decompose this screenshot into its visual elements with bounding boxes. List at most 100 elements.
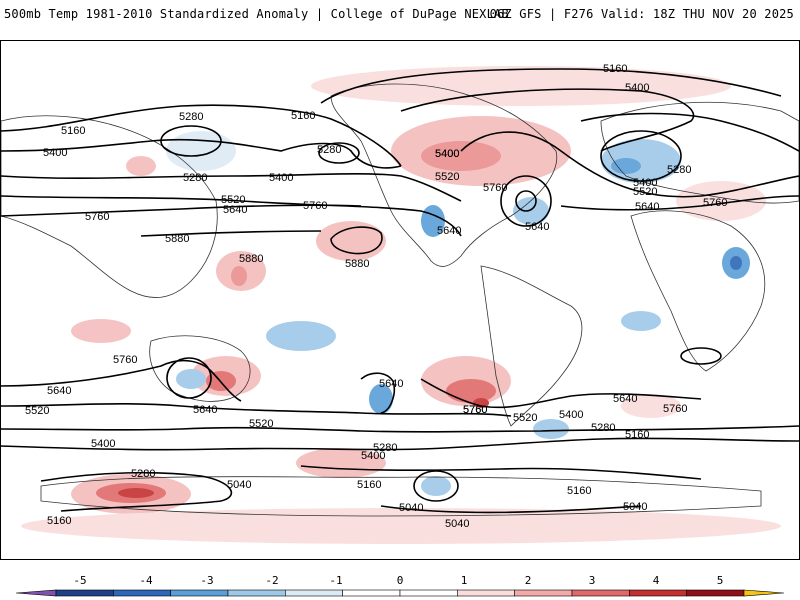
contour-label: 5520 bbox=[435, 171, 459, 183]
contour-label: 5400 bbox=[435, 148, 459, 160]
contour-5640-pac bbox=[1, 195, 462, 237]
colorbar-svg: -5 -4 -3 -2 -1 0 1 2 3 4 5 bbox=[15, 574, 785, 597]
contour-5760-pac bbox=[1, 204, 362, 217]
contour-label: 5400 bbox=[269, 172, 293, 184]
contour-label: 5520 bbox=[25, 405, 49, 417]
colorbar-tick: 1 bbox=[461, 574, 468, 587]
contour-label: 5280 bbox=[591, 422, 615, 434]
contour-label: 5040 bbox=[227, 479, 251, 491]
contour-5880-af bbox=[680, 347, 722, 365]
contour-label: 5160 bbox=[357, 479, 381, 491]
contour-label: 5760 bbox=[85, 211, 109, 223]
contour-5160-np bbox=[1, 104, 402, 167]
contour-label: 5760 bbox=[703, 197, 727, 209]
contour-label: 5040 bbox=[623, 501, 647, 513]
colorbar-tick: -2 bbox=[265, 574, 278, 587]
map-panel: 5160 5400 5280 5160 5160 5400 5280 5280 … bbox=[0, 40, 800, 560]
contour-low-na-inner bbox=[515, 190, 537, 212]
contour-5880-closed bbox=[330, 226, 383, 255]
contour-label: 5640 bbox=[223, 204, 247, 216]
contour-5160-sant bbox=[300, 465, 702, 480]
colorbar-swatch bbox=[113, 589, 171, 597]
coastlines bbox=[1, 83, 799, 517]
colorbar-swatch bbox=[170, 589, 229, 597]
australia-coast bbox=[149, 335, 251, 402]
contour-label: 5640 bbox=[635, 201, 659, 213]
contour-5280-sh bbox=[1, 437, 799, 451]
run-info: 06Z GFS | F276 Valid: 18Z THU NOV 20 202… bbox=[489, 7, 794, 21]
colorbar-tick: 4 bbox=[653, 574, 660, 587]
contour-label: 5400 bbox=[91, 438, 115, 450]
colorbar-tick: 0 bbox=[397, 574, 404, 587]
contour-label: 5640 bbox=[379, 378, 403, 390]
colorbar-swatches bbox=[15, 589, 785, 597]
contour-5640-eu bbox=[560, 195, 799, 211]
contour-aus-low bbox=[166, 357, 212, 399]
contour-5640-spac bbox=[360, 372, 396, 414]
contour-label: 5760 bbox=[113, 354, 137, 366]
contour-label: 5640 bbox=[437, 225, 461, 237]
antarctica-coast bbox=[40, 476, 762, 517]
colorbar-swatch bbox=[514, 589, 573, 597]
contour-5640-sh bbox=[1, 359, 242, 402]
colorbar-tick: -5 bbox=[73, 574, 86, 587]
contour-label: 5040 bbox=[445, 518, 469, 530]
contour-label: 5160 bbox=[603, 63, 627, 75]
contour-label: 5160 bbox=[625, 429, 649, 441]
contour-5880-pac bbox=[140, 230, 322, 237]
contour-5520-pac bbox=[1, 172, 462, 202]
contour-label: 5280 bbox=[131, 468, 155, 480]
colorbar-swatch bbox=[571, 589, 630, 597]
eurasia-coast-east bbox=[600, 101, 799, 204]
colorbar-swatch bbox=[743, 589, 785, 597]
contour-label: 5400 bbox=[559, 409, 583, 421]
contour-5400-top bbox=[400, 88, 695, 152]
contour-label: 5280 bbox=[373, 442, 397, 454]
colorbar-tick: -3 bbox=[200, 574, 213, 587]
colorbar-swatch bbox=[285, 589, 343, 597]
contour-label: 5760 bbox=[663, 403, 687, 415]
colorbar-swatch bbox=[629, 589, 687, 597]
contour-label: 5280 bbox=[317, 144, 341, 156]
colorbar-swatch bbox=[399, 589, 458, 597]
contour-label: 5760 bbox=[303, 200, 327, 212]
contour-label: 5400 bbox=[435, 148, 459, 160]
contour-label: 5520 bbox=[249, 418, 273, 430]
contour-label: 5640 bbox=[613, 393, 637, 405]
contour-label: 5160 bbox=[567, 485, 591, 497]
contour-5520-sh bbox=[1, 402, 512, 417]
contour-label: 5280 bbox=[183, 172, 207, 184]
colorbar-swatch bbox=[227, 589, 286, 597]
contour-label: 5880 bbox=[345, 258, 369, 270]
colorbar-swatch bbox=[457, 589, 515, 597]
contour-5160-top bbox=[320, 68, 782, 104]
colorbar-tick: 3 bbox=[589, 574, 596, 587]
eurasia-coast-west bbox=[1, 115, 218, 298]
height-contours bbox=[1, 68, 799, 514]
colorbar-swatch bbox=[342, 589, 401, 597]
contour-label: 5400 bbox=[361, 450, 385, 462]
contour-label: 5760 bbox=[483, 182, 507, 194]
contour-label: 5760 bbox=[463, 404, 487, 416]
contour-label: 5640 bbox=[193, 404, 217, 416]
contour-label: 5640 bbox=[47, 385, 71, 397]
colorbar-tick: 5 bbox=[717, 574, 724, 587]
map-title: 500mb Temp 1981-2010 Standardized Anomal… bbox=[4, 7, 509, 21]
contour-5040-ant bbox=[380, 505, 642, 514]
contour-label: 5400 bbox=[625, 82, 649, 94]
colorbar: -5 -4 -3 -2 -1 0 1 2 3 4 5 bbox=[0, 574, 800, 600]
colorbar-swatch bbox=[55, 589, 114, 597]
colorbar-swatch bbox=[15, 589, 57, 597]
contour-label: 5400 bbox=[43, 147, 67, 159]
contour-label: 5400 bbox=[633, 177, 657, 189]
contour-5520-atl bbox=[460, 131, 799, 198]
contour-5400-np bbox=[1, 138, 402, 169]
contour-5400-sh bbox=[1, 425, 799, 433]
contour-label: 5160 bbox=[47, 515, 71, 527]
contour-5040-closed bbox=[413, 470, 459, 502]
contour-label: 5760 bbox=[463, 404, 487, 416]
header: 500mb Temp 1981-2010 Standardized Anomal… bbox=[0, 0, 800, 40]
contour-label: 5160 bbox=[291, 110, 315, 122]
contour-label: 5880 bbox=[165, 233, 189, 245]
africa-coast bbox=[630, 210, 765, 372]
